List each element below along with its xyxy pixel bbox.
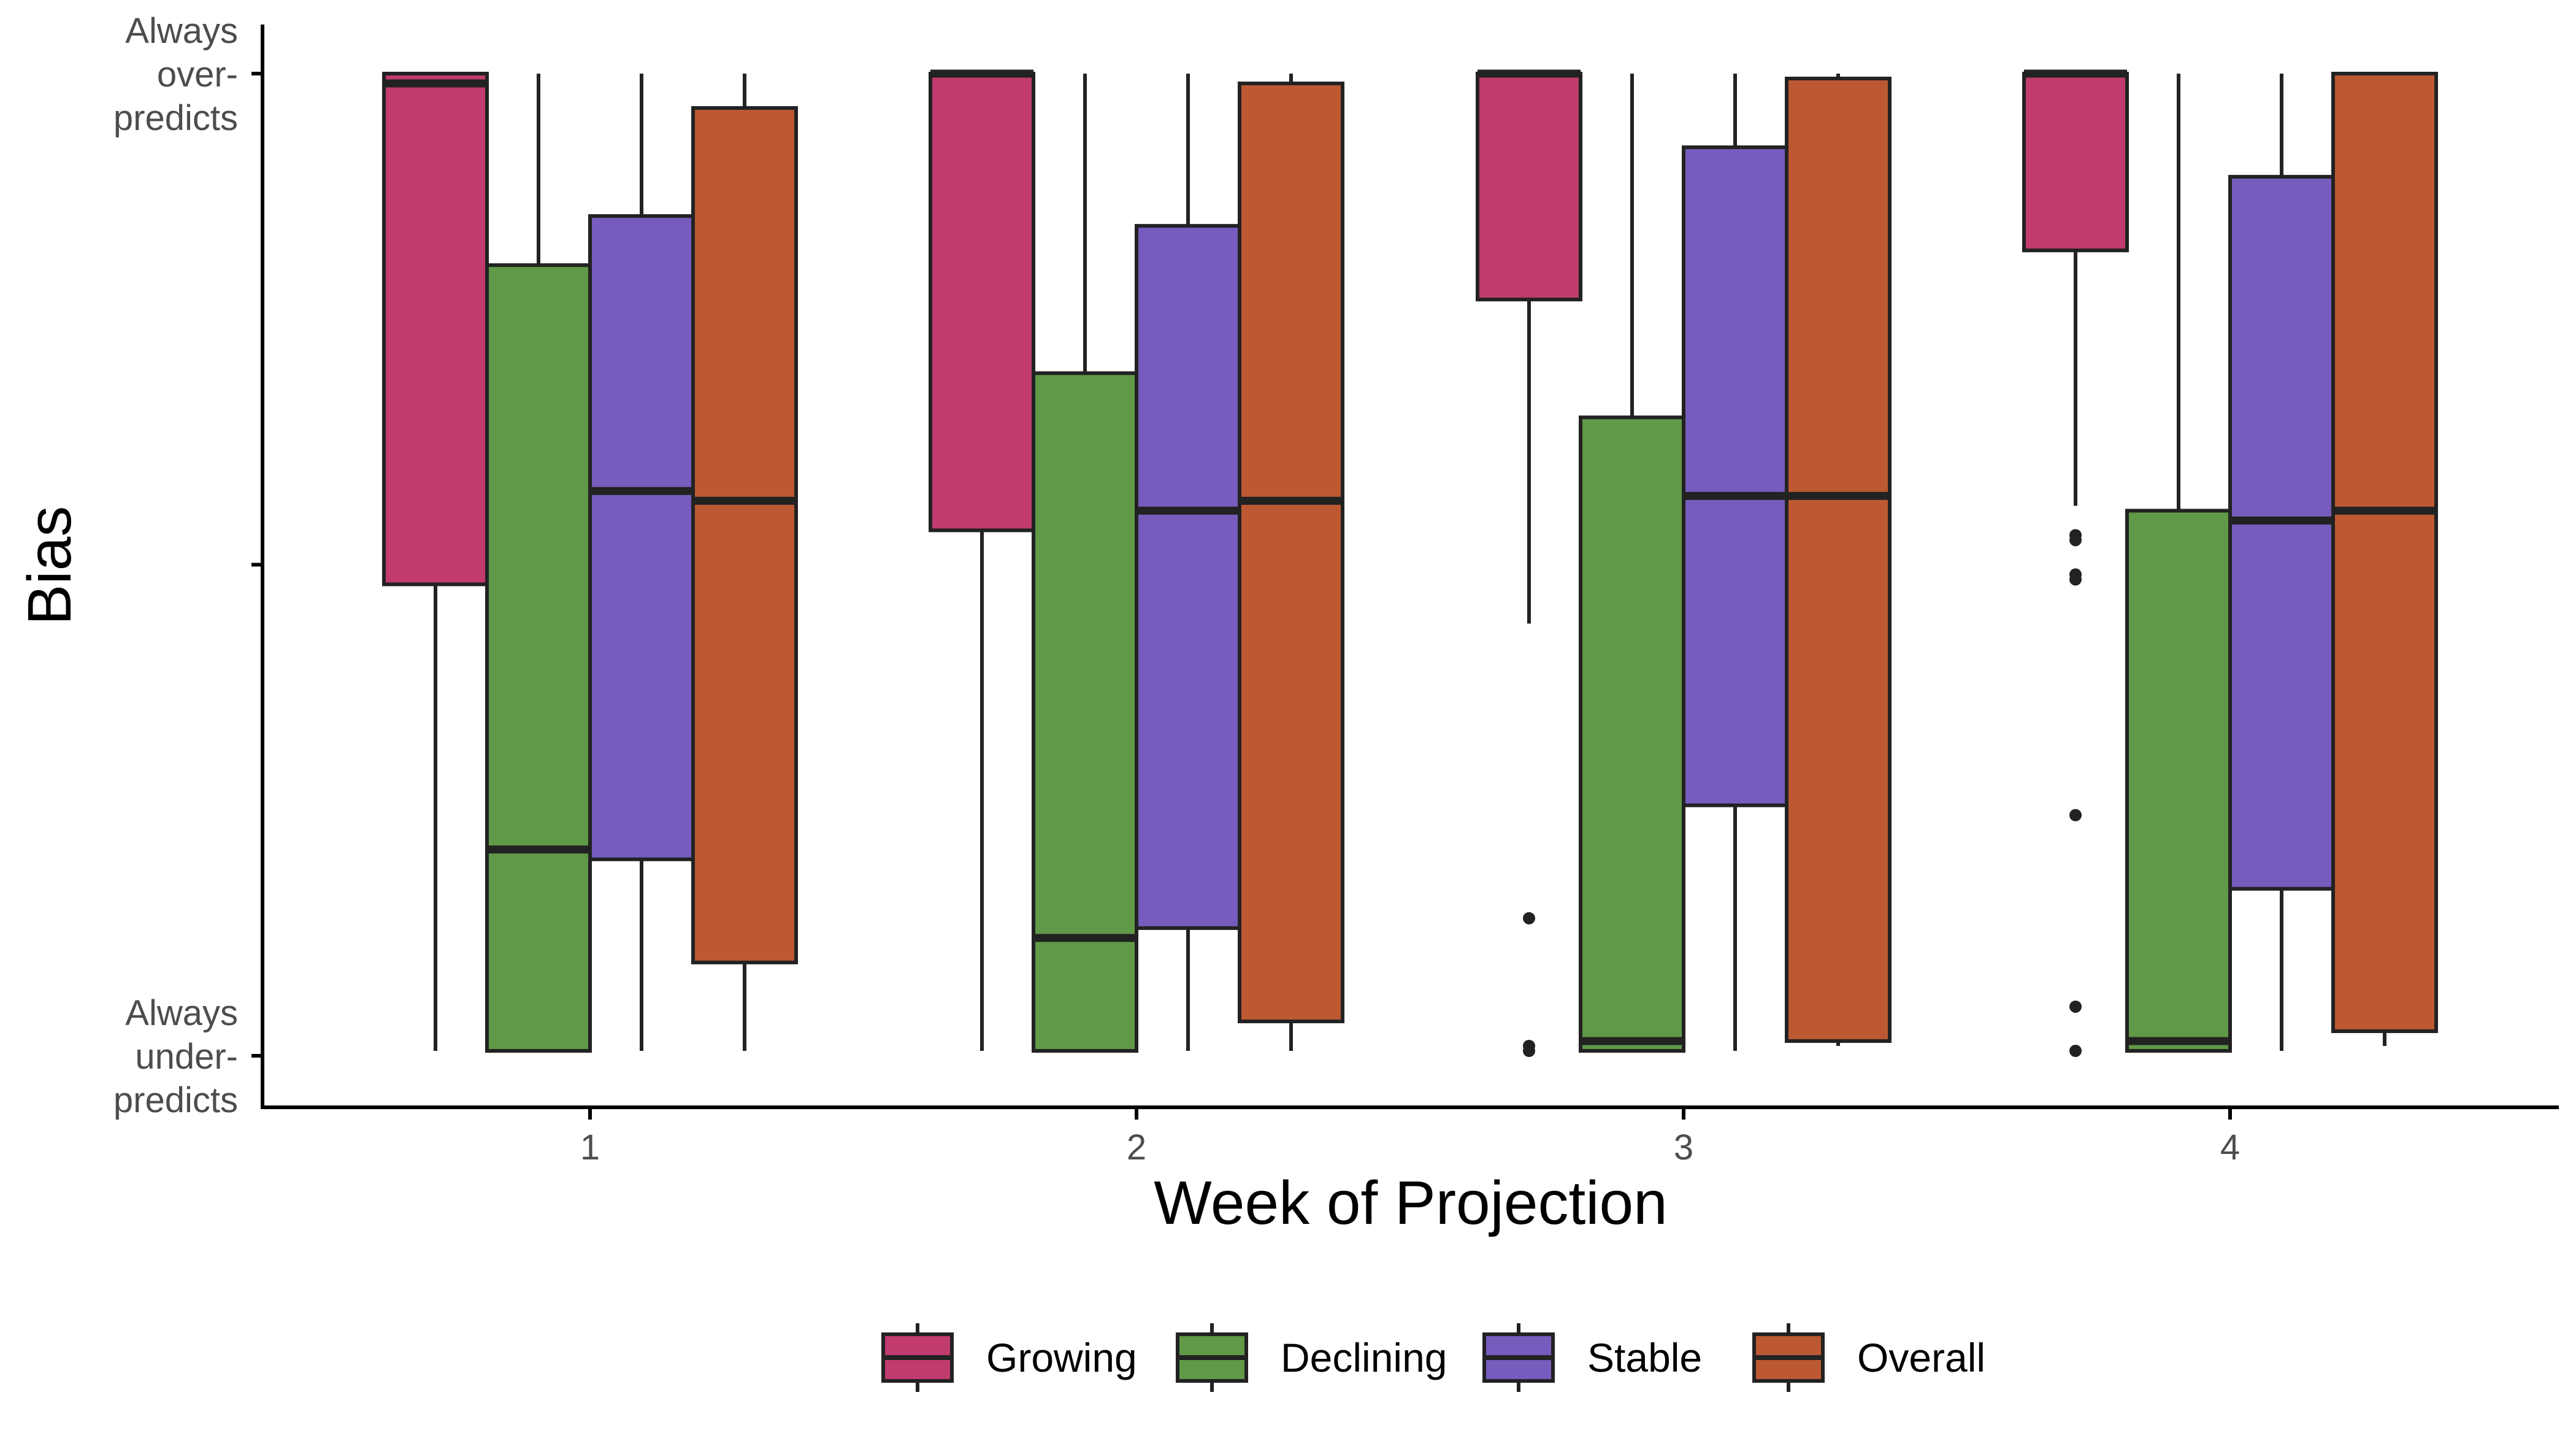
- plot-area: [382, 69, 2438, 1057]
- box-overall-week-1: [691, 74, 798, 1051]
- box-iqr: [485, 263, 592, 1053]
- x-tick-label: 3: [1674, 1128, 1693, 1167]
- box-overall-week-3: [1785, 74, 1892, 1046]
- box-iqr: [691, 106, 798, 964]
- box-iqr: [1579, 415, 1685, 1053]
- box-iqr: [1785, 77, 1892, 1043]
- box-stable-week-3: [1682, 74, 1788, 1051]
- outlier-point: [2069, 809, 2082, 821]
- legend-item-overall: Overall: [1752, 1323, 1985, 1392]
- outlier-point: [1523, 1044, 1535, 1057]
- x-axis-ticks: 1 2 3 4: [580, 1107, 2240, 1167]
- box-growing-week-3: [1476, 69, 1582, 1057]
- x-tick-label: 2: [1127, 1128, 1146, 1167]
- box-stable-week-4: [2228, 74, 2335, 1051]
- box-overall-week-4: [2331, 72, 2438, 1046]
- box-iqr: [1682, 145, 1788, 807]
- y-tick-label: predicts: [113, 1080, 238, 1120]
- y-tick-label: under-: [135, 1037, 238, 1077]
- box-declining-week-1: [485, 74, 592, 1053]
- legend-label: Declining: [1281, 1335, 1447, 1380]
- x-axis-title: Week of Projection: [1154, 1169, 1667, 1237]
- box-iqr: [382, 72, 489, 586]
- outlier-point: [2069, 1044, 2082, 1057]
- legend-label: Growing: [986, 1335, 1137, 1380]
- box-stable-week-2: [1135, 74, 1241, 1051]
- box-iqr: [2022, 72, 2129, 253]
- box-growing-week-4: [2022, 69, 2129, 1057]
- box-overall-week-2: [1238, 74, 1344, 1051]
- box-declining-week-3: [1579, 74, 1685, 1053]
- box-iqr: [588, 214, 695, 861]
- y-tick-label: Always: [125, 11, 238, 51]
- box-iqr: [1476, 72, 1582, 302]
- box-declining-week-4: [2125, 74, 2232, 1053]
- legend-label: Overall: [1857, 1335, 1985, 1380]
- y-axis-title: Bias: [15, 506, 84, 626]
- y-tick-label: Always: [125, 993, 238, 1033]
- box-iqr: [1238, 82, 1344, 1023]
- outlier-point: [2069, 1000, 2082, 1013]
- box-growing-week-2: [929, 69, 1035, 1051]
- box-stable-week-1: [588, 74, 695, 1051]
- box-iqr: [1135, 224, 1241, 930]
- y-tick-label: over-: [157, 55, 238, 94]
- box-iqr: [2228, 175, 2335, 891]
- legend-label: Stable: [1587, 1335, 1702, 1380]
- box-iqr: [2125, 509, 2232, 1053]
- legend-item-growing: Growing: [881, 1323, 1137, 1392]
- y-tick-label: predicts: [113, 98, 238, 138]
- box-iqr: [2331, 72, 2438, 1033]
- outlier-point: [2069, 534, 2082, 547]
- box-declining-week-2: [1032, 74, 1138, 1053]
- outlier-point: [1523, 912, 1535, 924]
- legend-item-declining: Declining: [1176, 1323, 1447, 1392]
- legend-item-stable: Stable: [1482, 1323, 1702, 1392]
- box-iqr: [1032, 371, 1138, 1053]
- box-iqr: [929, 72, 1035, 532]
- x-tick-label: 4: [2220, 1128, 2240, 1167]
- box-growing-week-1: [382, 72, 489, 1051]
- outlier-point: [2069, 573, 2082, 586]
- legend: Growing Declining Stable Overall: [881, 1323, 1985, 1392]
- x-tick-label: 1: [580, 1128, 600, 1167]
